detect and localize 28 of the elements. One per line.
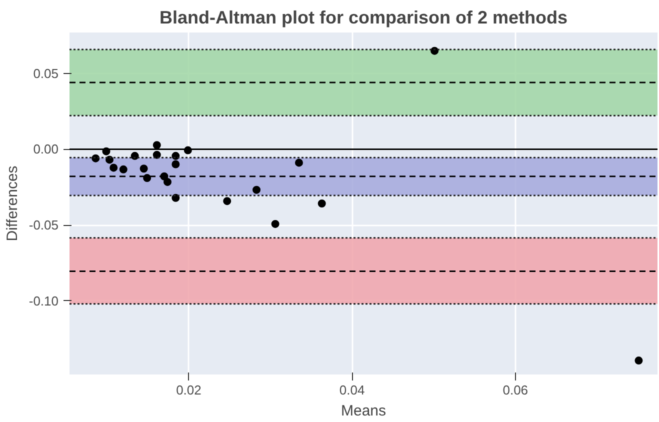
- point: [634, 356, 643, 365]
- point: [318, 200, 326, 208]
- point: [152, 141, 161, 150]
- y-tick-label: -0.05: [28, 218, 59, 233]
- point: [223, 197, 232, 206]
- point: [164, 178, 172, 186]
- point: [119, 165, 128, 174]
- point: [152, 150, 161, 159]
- chart-title: Bland-Altman plot for comparison of 2 methods: [159, 8, 568, 28]
- point: [106, 156, 114, 164]
- y-tick-label: 0.00: [33, 142, 59, 157]
- y-tick-label: -0.10: [28, 293, 59, 308]
- point: [294, 158, 303, 167]
- x-tick-label: 0.02: [176, 382, 202, 398]
- y-tick-label: 0.05: [33, 66, 59, 81]
- point: [172, 160, 180, 168]
- point: [130, 152, 139, 160]
- point: [172, 194, 180, 202]
- point: [110, 164, 118, 172]
- point: [252, 186, 261, 194]
- x-tick-label: 0.04: [339, 382, 365, 398]
- point: [143, 174, 152, 182]
- point: [140, 164, 148, 173]
- y-axis-title: Differences: [4, 166, 21, 242]
- x-tick-label: 0.06: [502, 382, 528, 398]
- point: [430, 46, 439, 55]
- x-axis-title: Means: [340, 402, 386, 420]
- point: [271, 220, 280, 228]
